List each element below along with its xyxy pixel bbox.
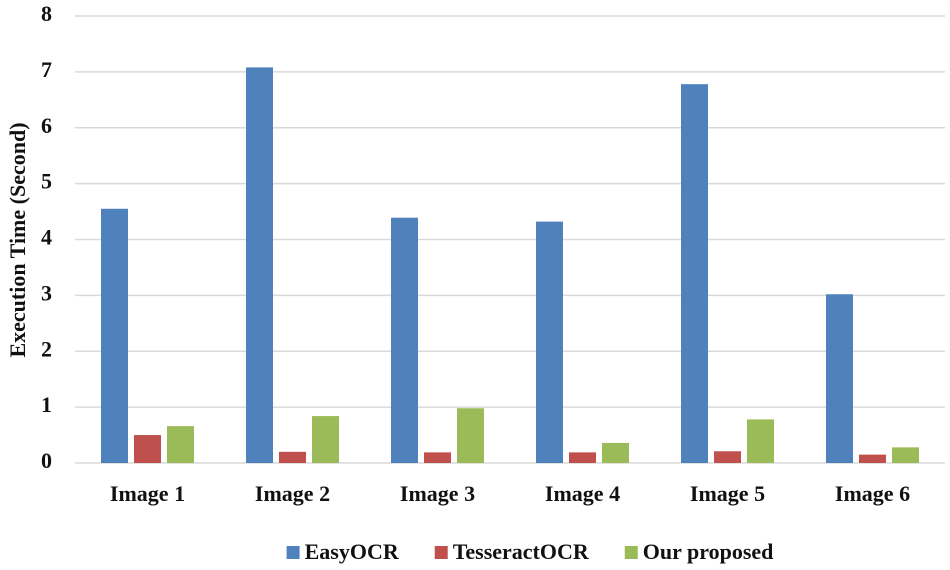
- x-tick-label: Image 2: [255, 481, 330, 506]
- y-tick-label: 4: [41, 225, 52, 250]
- bar: [859, 454, 886, 463]
- y-tick-label: 0: [41, 448, 52, 473]
- bar: [457, 408, 484, 463]
- y-tick-label: 3: [41, 280, 52, 305]
- bar: [279, 451, 306, 463]
- y-tick-label: 1: [41, 392, 52, 417]
- x-tick-label: Image 3: [400, 481, 475, 506]
- y-tick-label: 8: [41, 1, 52, 26]
- x-tick-label: Image 6: [835, 481, 910, 506]
- bar: [424, 452, 451, 463]
- bar: [714, 451, 741, 463]
- legend-label: Our proposed: [643, 539, 774, 564]
- bar: [134, 435, 161, 463]
- y-axis-title: Execution Time (Second): [5, 122, 30, 357]
- bar: [536, 221, 563, 463]
- bar: [826, 294, 853, 463]
- bar: [101, 208, 128, 463]
- bar: [681, 84, 708, 463]
- bar: [569, 452, 596, 463]
- x-tick-label: Image 1: [110, 481, 185, 506]
- bar: [167, 426, 194, 463]
- bar: [246, 67, 273, 463]
- legend-swatch: [286, 546, 300, 559]
- y-tick-label: 5: [41, 169, 52, 194]
- y-tick-label: 7: [41, 57, 52, 82]
- bar: [312, 416, 339, 463]
- y-tick-label: 2: [41, 336, 52, 361]
- x-tick-label: Image 4: [545, 481, 620, 506]
- bar: [747, 419, 774, 463]
- bar: [391, 217, 418, 463]
- legend-label: EasyOCR: [305, 539, 400, 564]
- x-tick-label: Image 5: [690, 481, 765, 506]
- legend-label: TesseractOCR: [453, 539, 590, 564]
- bar: [602, 442, 629, 463]
- legend-swatch: [434, 546, 448, 559]
- legend-swatch: [624, 546, 638, 559]
- y-tick-label: 6: [41, 113, 52, 138]
- bar: [892, 447, 919, 463]
